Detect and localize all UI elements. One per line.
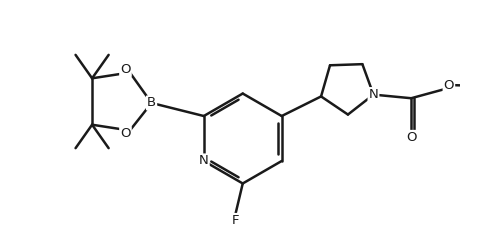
Text: O: O: [120, 127, 130, 140]
Text: O: O: [120, 63, 130, 76]
Text: F: F: [232, 214, 239, 227]
Text: O: O: [444, 79, 454, 92]
Text: O: O: [406, 131, 416, 144]
Text: B: B: [147, 96, 156, 109]
Text: N: N: [199, 155, 208, 167]
Text: N: N: [368, 88, 378, 101]
